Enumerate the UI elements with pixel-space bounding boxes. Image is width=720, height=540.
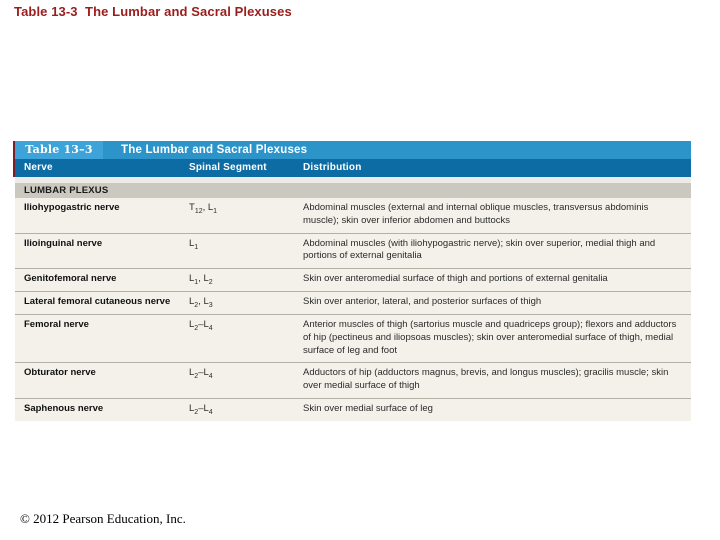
spinal-segment-cell: L2–L4 xyxy=(189,402,213,416)
spinal-segment-cell: L1, L2 xyxy=(189,273,213,287)
distribution-cell: Abdominal muscles (with iliohypogastric … xyxy=(303,237,656,262)
nerve-cell: Saphenous nerve xyxy=(24,402,104,414)
table-row: Iliohypogastric nerve T12, L1 Abdominal mu… xyxy=(15,198,691,233)
table-row: Obturator nerve L2–L4 Adductors of hip (ad… xyxy=(15,362,691,398)
distribution-cell: Anterior muscles of thigh (sartorius mus… xyxy=(303,318,677,356)
table-row: Femoral nerve L2–L4 Anterior muscles of th… xyxy=(15,313,691,362)
table-title-bar: Table 13–3 The Lumbar and Sacral Plexuse… xyxy=(15,141,691,159)
distribution-cell: Skin over medial surface of leg xyxy=(303,402,433,414)
table-row: Genitofemoral nerve L1, L2 Skin over anter… xyxy=(15,268,691,291)
column-header-nerve: Nerve xyxy=(24,162,53,173)
spinal-segment-cell: L2–L4 xyxy=(189,318,213,332)
spinal-segment-cell: L2, L3 xyxy=(189,296,213,309)
column-header-distribution: Distribution xyxy=(303,162,362,173)
lumbar-sacral-plexus-table: Table 13–3 The Lumbar and Sacral Plexuse… xyxy=(13,141,691,421)
table-row: Saphenous nerve L2–L4 Skin over medial sur… xyxy=(15,397,691,421)
header-gap-strip xyxy=(15,177,691,183)
section-header-lumbar-plexus: LUMBAR PLEXUS xyxy=(15,183,691,198)
nerve-cell: Iliohypogastric nerve xyxy=(24,202,120,213)
spinal-segment-cell: T12, L1 xyxy=(189,202,218,215)
nerve-cell: Obturator nerve xyxy=(24,367,96,379)
spinal-segment-cell: L2–L4 xyxy=(189,367,213,381)
nerve-cell: Femoral nerve xyxy=(24,318,89,330)
table-number-label: Table 13–3 xyxy=(15,141,103,159)
table-left-accent xyxy=(13,141,15,177)
table-column-header: Nerve Spinal Segment Distribution xyxy=(15,159,691,177)
table-row: Ilioinguinal nerve L1 Abdominal muscles (w… xyxy=(15,232,691,269)
copyright-footer: © 2012 Pearson Education, Inc. xyxy=(20,511,186,526)
table-body-rows: Iliohypogastric nerve T12, L1 Abdominal mu… xyxy=(15,198,691,421)
distribution-cell: Adductors of hip (adductors magnus, brev… xyxy=(303,367,669,392)
nerve-cell: Genitofemoral nerve xyxy=(24,273,117,285)
table-heading: The Lumbar and Sacral Plexuses xyxy=(103,141,691,159)
nerve-cell: Lateral femoral cutaneous nerve xyxy=(24,296,171,308)
table-body: LUMBAR PLEXUS Iliohypogastric nerve T12, … xyxy=(15,177,691,421)
distribution-cell: Skin over anteromedial surface of thigh … xyxy=(303,273,608,285)
distribution-cell: Skin over anterior, lateral, and posteri… xyxy=(303,296,542,308)
table-row: Lateral femoral cutaneous nerve L2, L3 Ski… xyxy=(15,291,691,314)
nerve-cell: Ilioinguinal nerve xyxy=(24,237,103,249)
slide-title: Table 13-3 The Lumbar and Sacral Plexuse… xyxy=(14,4,292,19)
spinal-segment-cell: L1 xyxy=(189,237,199,251)
column-header-spinal-segment: Spinal Segment xyxy=(189,162,267,173)
distribution-cell: Abdominal muscles (external and internal… xyxy=(303,202,649,226)
